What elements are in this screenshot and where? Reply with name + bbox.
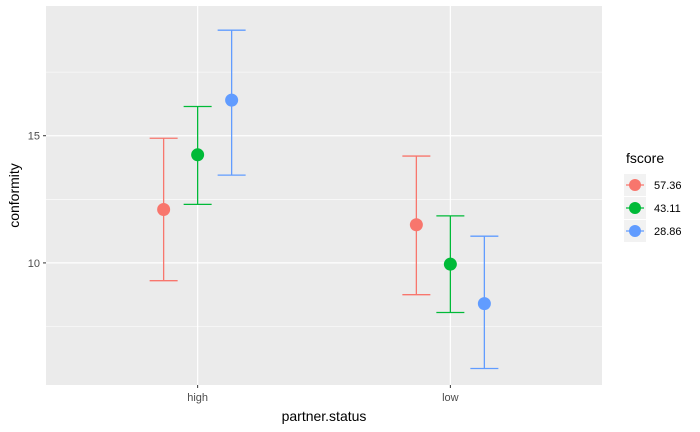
data-point	[443, 257, 457, 271]
x-tick-label: low	[442, 392, 459, 404]
y-tick-label: 15	[28, 131, 40, 143]
x-tick-label: high	[187, 392, 208, 404]
y-axis-title: conformity	[6, 163, 22, 228]
legend-label: 57.36	[654, 180, 682, 192]
data-point	[477, 297, 491, 311]
legend-item: 28.86	[624, 220, 682, 242]
grid-minor	[46, 71, 602, 327]
legend-key-point	[629, 179, 641, 191]
data-point	[191, 148, 205, 162]
legend-item: 43.11	[624, 197, 681, 219]
data-point	[157, 202, 171, 216]
legend: fscore 57.36 43.11 28.86	[624, 150, 682, 242]
data-point	[225, 93, 239, 107]
panel-background	[46, 6, 602, 385]
legend-item: 57.36	[624, 174, 682, 196]
x-axis-title: partner.status	[282, 408, 367, 424]
x-axis-ticks: high low	[187, 385, 459, 404]
legend-key-point	[629, 202, 641, 214]
y-axis-ticks: 10 15	[28, 131, 46, 270]
legend-title: fscore	[626, 150, 664, 166]
data-point	[409, 218, 423, 232]
y-tick-label: 10	[28, 258, 40, 270]
legend-key-point	[629, 225, 641, 237]
legend-label: 43.11	[654, 203, 681, 215]
points	[157, 93, 491, 311]
legend-label: 28.86	[654, 226, 682, 238]
legend-items: 57.36 43.11 28.86	[624, 174, 682, 242]
